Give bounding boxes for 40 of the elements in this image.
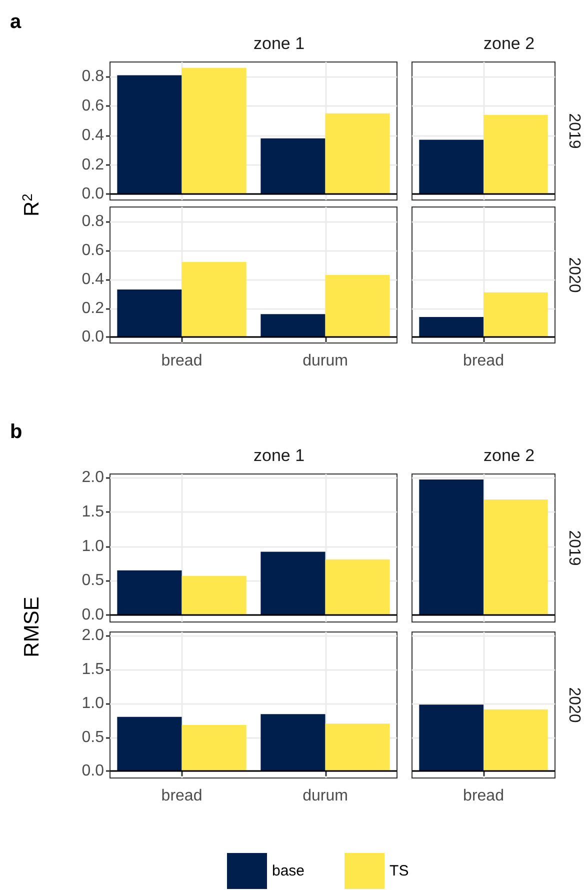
chart-title: zone 2 [483,34,535,53]
y-tick-label: 0.8 [82,68,104,86]
x-tick-label: durum [302,352,348,370]
x-tick-label: bread [463,352,504,370]
x-tick-label: bread [463,788,504,804]
y-tick-label: 0.6 [82,98,104,115]
chart-title: zone 1 [253,446,305,465]
y2-axis-title: 2019 [566,113,582,149]
chart-title: zone 1 [253,34,305,53]
chart-title: zone 2 [483,446,535,465]
y-tick-label: 0.5 [82,572,104,590]
y-tick-label: 1.5 [82,660,104,678]
y-tick-label: 0.2 [82,156,104,174]
x-tick-label: durum [302,788,348,804]
y-tick-label: 0.4 [82,270,104,288]
y-tick-label: 2.0 [82,626,104,644]
y2-axis-title: 2020 [566,687,582,723]
y-axis-title: R2 [19,193,44,216]
y-tick-label: 0.6 [82,242,104,259]
y-tick-label: 0.0 [82,186,104,203]
x-tick-label: bread [161,788,202,804]
text: a [10,11,22,33]
y-tick-label: 2.0 [82,468,104,486]
y-tick-label: 0.0 [82,606,104,624]
y-axis-title: RMSE [20,596,44,658]
y-tick-label: 0.2 [82,300,104,317]
y-tick-label: 0.5 [82,728,104,746]
y2-axis-title: 2020 [566,257,582,293]
text: b [10,421,22,443]
y-tick-label: 0.0 [82,328,104,346]
legend-label: TS [390,862,409,880]
y-tick-label: 1.5 [82,503,104,520]
y-tick-label: 0.8 [82,212,104,230]
y-tick-label: 0.0 [82,762,104,780]
y2-axis-title: 2019 [566,530,582,566]
y-tick-label: 0.4 [82,126,104,144]
y-tick-label: 1.0 [82,538,104,555]
x-tick-label: bread [161,352,202,370]
y-tick-label: 1.0 [82,694,104,712]
legend-label: base [272,862,305,880]
